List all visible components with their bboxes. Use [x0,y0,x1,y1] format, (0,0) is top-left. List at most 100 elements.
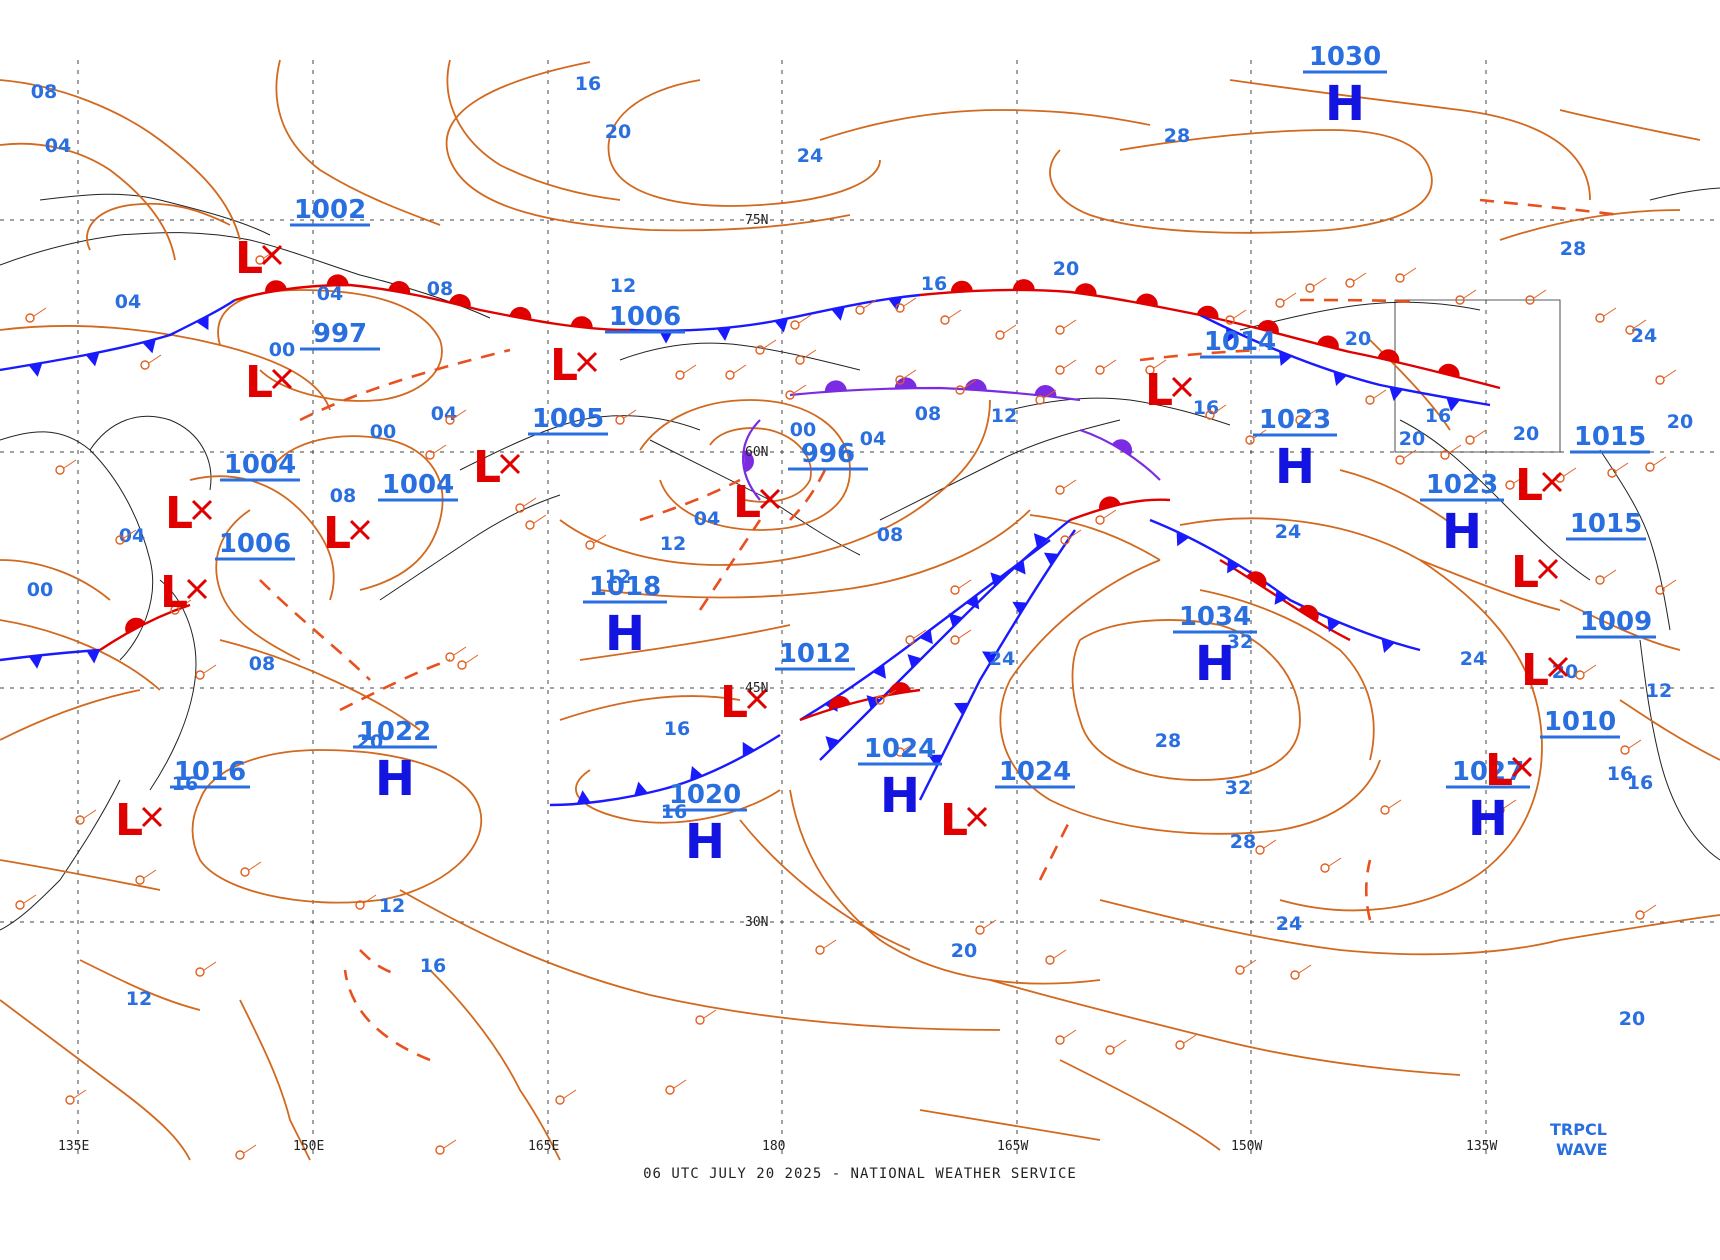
station-marker [1175,1040,1185,1050]
station-marker [355,900,365,910]
station-marker [445,652,455,662]
front-pip [1327,617,1341,633]
isobar-label: 12 [660,533,686,555]
troughs [259,198,1621,1062]
front-pip [1099,496,1121,510]
wind-barb [683,364,697,374]
station-marker [665,1085,675,1095]
station-marker [1105,1045,1115,1055]
front-pip [742,741,756,757]
high-pressure-value: 1022 [359,717,431,747]
station-marker [1655,585,1665,595]
wind-barb [1233,309,1247,319]
wind-barb [763,339,777,349]
front-pip [1246,571,1267,589]
wind-barb [593,534,607,544]
high-pressure-center: 1022 H [353,717,437,807]
station-marker [785,390,795,400]
station-marker [675,370,685,380]
front-pip [1381,638,1395,653]
high-pressure-value: 1034 [1179,602,1251,632]
front-pip [716,327,731,341]
front-pip [1176,531,1190,547]
isobar-label: 24 [797,145,823,167]
high-pressure-center: 1024 H [858,734,942,824]
isobar-label: 04 [317,283,343,305]
high-letter: H [375,751,415,807]
wind-barb [63,459,77,469]
isobar-label: 12 [610,275,636,297]
front-pip [825,736,840,751]
low-pressure-center: 1014 L [1145,327,1280,416]
station-marker [1365,395,1375,405]
wind-barb [243,1144,257,1154]
high-pressure-value: 1023 [1426,470,1498,500]
front-pip [907,654,922,669]
high-letter: H [1195,636,1235,692]
wind-barb [1353,272,1367,282]
wind-barb [623,409,637,419]
front-pip [828,695,851,710]
wind-barb [248,861,262,871]
wind-barb [958,629,972,639]
wind-barb [453,646,467,656]
isobar-label: 24 [1275,521,1301,543]
lat-lon-grid [0,60,1720,1155]
front-pip [1437,363,1460,378]
wind-barb [958,579,972,589]
station-marker [1345,278,1355,288]
low-pressure-center: 1016 L [115,757,250,846]
wind-barb [563,1089,577,1099]
front-pip [990,572,1005,587]
station-marker [1495,805,1505,815]
low-letter: L [245,357,273,408]
isobar-label: 24 [1276,913,1302,935]
isobar-label: 16 [420,955,446,977]
wind-barb [433,444,447,454]
isobar-label: 32 [1225,777,1251,799]
low-pressure-value: 1015 [1574,422,1646,452]
front-pip [824,380,847,392]
front-pip [1135,293,1158,307]
front-pip [743,450,754,473]
isobar-label: 24 [1631,325,1657,347]
station-marker [875,695,885,705]
high-pressure-center: 1020 H [663,780,747,870]
station-marker [170,605,180,615]
high-letter: H [1275,439,1315,495]
station-marker [65,1095,75,1105]
low-letter: L [720,677,748,728]
front-pip [1446,397,1461,412]
front-pip [948,613,963,628]
high-pressure-center: 1018 H [583,572,667,662]
station-marker [445,415,455,425]
coastlines [0,187,1720,931]
front-pip [1111,439,1133,456]
front-pip [1226,327,1239,343]
station-marker [1095,365,1105,375]
station-marker [615,415,625,425]
front-pip [1227,558,1240,574]
station-marker [1095,515,1105,525]
lon-label: 150W [1231,1139,1262,1154]
wind-barb [1003,324,1017,334]
isobar-label: 16 [1425,405,1451,427]
isobar-label: 16 [1607,763,1633,785]
isobar-label: 24 [1460,648,1486,670]
station-marker [1275,298,1285,308]
wind-barb [1113,1039,1127,1049]
wind-barb [1183,1034,1197,1044]
isobar-label: 28 [1560,238,1586,260]
station-marker [995,330,1005,340]
station-marker [975,925,985,935]
lon-label: 165W [997,1139,1028,1154]
low-letter: L [1485,745,1513,796]
wind-barb [703,1009,717,1019]
isobar-label: 04 [431,403,457,425]
low-pressure-value: 996 [801,439,855,469]
isobar-label: 00 [790,419,816,441]
low-pressure-value: 1006 [609,302,681,332]
tropical-wave-label-2: WAVE [1556,1140,1608,1159]
wind-barb [1063,479,1077,489]
isobar-label: 24 [989,648,1015,670]
